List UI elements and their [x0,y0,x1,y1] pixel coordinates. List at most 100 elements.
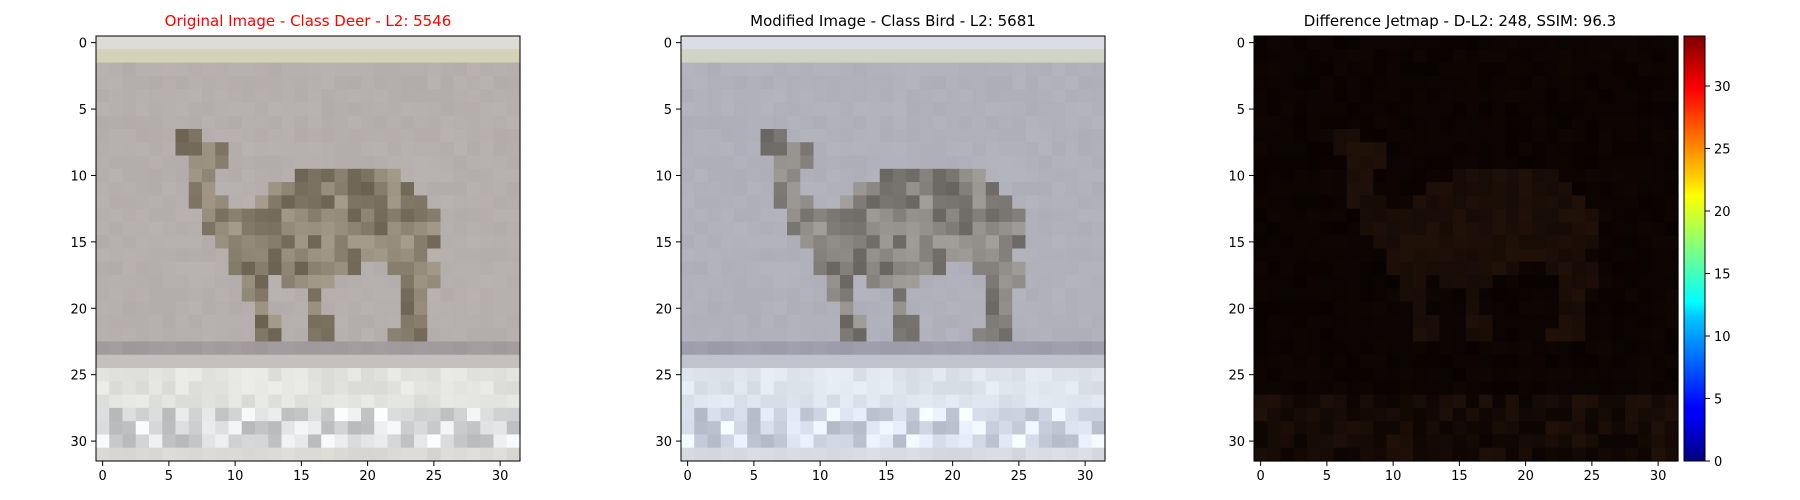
image-pixel [427,102,441,116]
image-pixel [734,76,748,90]
image-pixel [401,328,415,342]
image-pixel [1360,49,1374,63]
image-pixel [109,156,123,170]
image-pixel [893,156,907,170]
image-pixel [1039,381,1053,395]
image-pixel [1585,275,1599,289]
image-pixel [335,76,349,90]
image-pixel [494,49,508,63]
image-pixel [853,156,867,170]
image-pixel [335,182,349,196]
image-pixel [867,341,881,355]
image-pixel [1092,169,1106,183]
image-pixel [374,288,388,302]
image-pixel [374,262,388,276]
image-pixel [708,302,722,316]
image-pixel [986,302,1000,316]
image-pixel [454,156,468,170]
y-tick-label: 0 [1237,37,1245,52]
image-pixel [840,262,854,276]
image-pixel [189,76,203,90]
image-pixel [800,249,814,263]
image-pixel [1092,381,1106,395]
image-pixel [1079,408,1093,422]
image-pixel [1254,102,1268,116]
image-pixel [920,315,934,329]
image-pixel [1426,156,1440,170]
image-pixel [747,421,761,435]
image-pixel [1012,222,1026,236]
image-pixel [427,222,441,236]
image-pixel [893,49,907,63]
image-pixel [1426,222,1440,236]
image-pixel [1012,169,1026,183]
image-pixel [999,182,1013,196]
image-pixel [1585,448,1599,462]
image-pixel [295,182,309,196]
image-pixel [189,288,203,302]
image-pixel [787,355,801,369]
image-pixel [1026,76,1040,90]
image-pixel [361,395,375,409]
image-pixel [1347,434,1361,448]
image-pixel [946,182,960,196]
image-pixel [162,182,176,196]
image-pixel [761,195,775,209]
image-pixel [1559,156,1573,170]
image-pixel [295,63,309,77]
image-pixel [467,368,481,382]
image-pixel [1599,169,1613,183]
image-pixel [295,169,309,183]
image-pixel [946,89,960,103]
image-pixel [295,328,309,342]
image-pixel [694,195,708,209]
image-pixel [1267,63,1281,77]
image-pixel [1559,209,1573,223]
image-pixel [507,209,521,223]
image-pixel [1347,355,1361,369]
image-pixel [734,262,748,276]
image-pixel [1334,169,1348,183]
image-pixel [136,315,150,329]
image-pixel [1665,209,1679,223]
image-pixel [853,116,867,130]
image-pixel [1426,116,1440,130]
image-pixel [986,249,1000,263]
image-pixel [1079,209,1093,223]
image-pixel [1506,262,1520,276]
image-pixel [959,395,973,409]
image-pixel [467,328,481,342]
image-pixel [189,235,203,249]
image-pixel [136,381,150,395]
image-pixel [1519,368,1533,382]
image-pixel [1493,275,1507,289]
image-pixel [242,235,256,249]
image-pixel [494,195,508,209]
image-pixel [1267,288,1281,302]
image-pixel [1546,341,1560,355]
image-pixel [1387,355,1401,369]
image-pixel [893,275,907,289]
image-pixel [946,142,960,156]
image-pixel [427,36,441,50]
image-pixel [1440,408,1454,422]
image-pixel [933,102,947,116]
image-pixel [840,249,854,263]
image-pixel [1320,102,1334,116]
image-pixel [853,182,867,196]
image-pixel [906,129,920,143]
image-pixel [1599,302,1613,316]
image-pixel [1334,275,1348,289]
image-pixel [734,89,748,103]
image-pixel [734,235,748,249]
image-pixel [1426,328,1440,342]
image-pixel [1347,209,1361,223]
image-pixel [787,275,801,289]
image-pixel [747,434,761,448]
image-pixel [1400,262,1414,276]
image-pixel [1052,129,1066,143]
image-pixel [761,448,775,462]
y-tick-label: 20 [655,302,672,317]
image-pixel [1400,142,1414,156]
image-pixel [215,262,229,276]
